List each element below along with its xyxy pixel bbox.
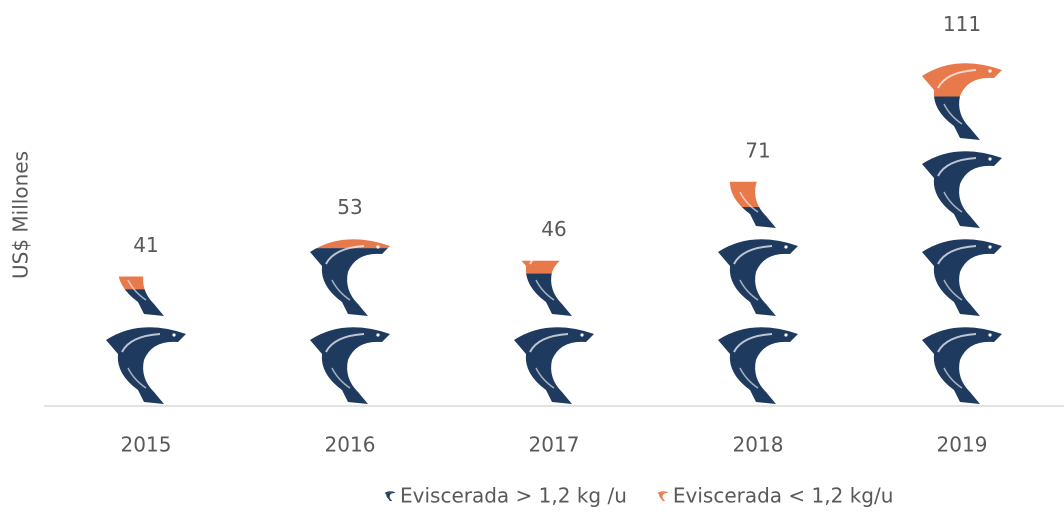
total-label: 46 [541, 217, 566, 241]
x-tick-label: 2018 [733, 433, 784, 457]
bar-segment [916, 96, 1010, 406]
legend-label: Eviscerada < 1,2 kg/u [673, 484, 894, 508]
bar-segment [916, 55, 1010, 97]
total-label: 111 [943, 12, 981, 36]
bar-segment [508, 260, 602, 274]
bar-segment [100, 289, 194, 406]
x-tick-label: 2017 [529, 433, 580, 457]
legend-item: Eviscerada > 1,2 kg /u [384, 484, 627, 508]
x-tick-label: 2019 [937, 433, 988, 457]
bar-segment [712, 207, 806, 406]
y-axis-label: US$ Millones [9, 151, 33, 279]
total-label: 41 [133, 233, 158, 257]
legend-label: Eviscerada > 1,2 kg /u [400, 484, 627, 508]
bar-segment [304, 248, 398, 406]
bar-segment [712, 181, 806, 208]
total-label: 71 [745, 138, 770, 162]
bar-segment [100, 276, 194, 290]
x-tick-label: 2016 [325, 433, 376, 457]
legend-item: Eviscerada < 1,2 kg/u [657, 484, 894, 508]
total-label: 53 [337, 195, 362, 219]
bar-segment [304, 238, 398, 249]
bar-segment [508, 273, 602, 406]
x-tick-label: 2015 [121, 433, 172, 457]
